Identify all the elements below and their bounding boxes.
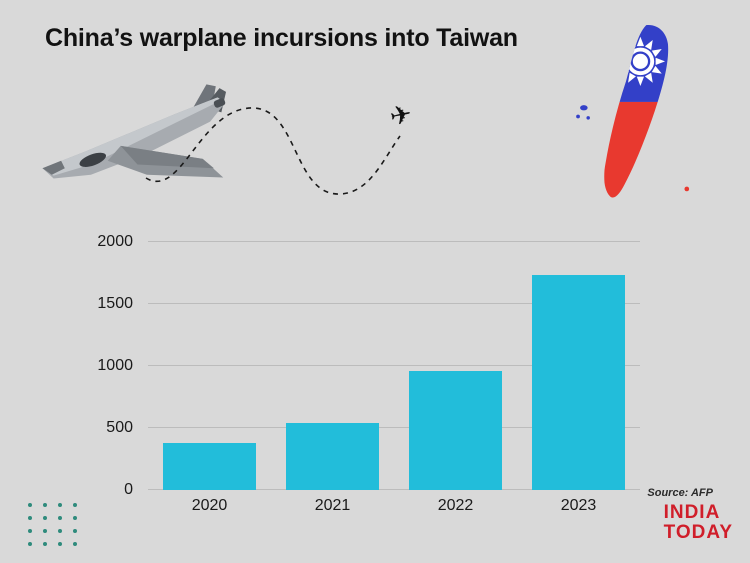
flight-path-dashed-line xyxy=(145,107,401,195)
bar-2020 xyxy=(162,442,257,490)
x-axis-tick-label: 2020 xyxy=(191,497,228,514)
dot xyxy=(73,542,77,546)
bar-2021 xyxy=(285,423,380,490)
dot xyxy=(28,503,32,507)
dot xyxy=(43,529,47,533)
gridline xyxy=(148,365,640,366)
dot xyxy=(28,529,32,533)
dots-pattern xyxy=(28,503,77,546)
dot xyxy=(73,503,77,507)
gridline xyxy=(148,241,640,242)
fighter-jet-image xyxy=(42,84,227,179)
source-credit: Source: AFP xyxy=(647,487,713,499)
dot xyxy=(58,503,62,507)
x-axis-labels: 2020 2021 2022 2023 xyxy=(148,497,640,517)
y-axis-tick-label: 500 xyxy=(106,419,133,436)
y-axis-tick-label: 1000 xyxy=(97,357,133,374)
dot xyxy=(73,516,77,520)
brand-line-india: INDIA xyxy=(663,502,721,523)
taiwan-flag-map xyxy=(576,24,690,198)
bar-2023 xyxy=(531,275,626,490)
y-axis-tick-label: 0 xyxy=(124,481,133,498)
dot xyxy=(58,542,62,546)
dot xyxy=(43,516,47,520)
x-axis-tick-label: 2022 xyxy=(437,497,474,514)
india-today-logo: INDIA TODAY xyxy=(664,503,733,543)
dot xyxy=(43,542,47,546)
dot xyxy=(58,529,62,533)
brand-line-today: TODAY xyxy=(663,522,733,543)
dot xyxy=(43,503,47,507)
dot xyxy=(73,529,77,533)
dot xyxy=(28,542,32,546)
x-axis-tick-label: 2021 xyxy=(314,497,351,514)
bar-2022 xyxy=(408,370,503,490)
x-axis-tick-label: 2023 xyxy=(560,497,597,514)
y-axis-tick-label: 2000 xyxy=(97,233,133,250)
page-title: China’s warplane incursions into Taiwan xyxy=(45,24,518,52)
dot xyxy=(58,516,62,520)
y-axis-tick-label: 1500 xyxy=(97,295,133,312)
gridline xyxy=(148,489,640,490)
gridline xyxy=(148,427,640,428)
dot xyxy=(28,516,32,520)
chart-plot: 0 500 1000 1500 2000 xyxy=(97,233,640,498)
gridline xyxy=(148,303,640,304)
